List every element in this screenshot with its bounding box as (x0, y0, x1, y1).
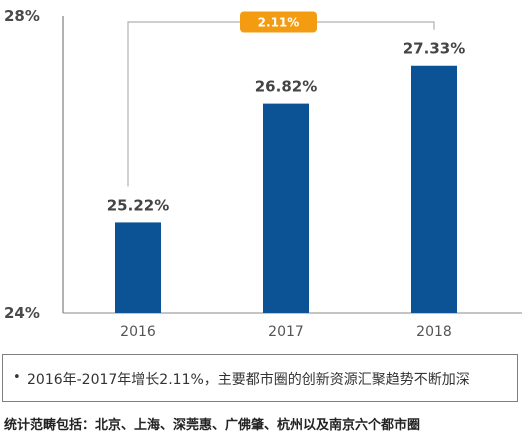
x-tick-label: 2017 (268, 324, 304, 340)
y-tick-label: 28% (4, 7, 40, 25)
bullet-marker: • (13, 370, 21, 385)
bar-value-label: 25.22% (107, 196, 169, 214)
summary-note-box: • 2016年-2017年增长2.11%，主要都市圈的创新资源汇聚趋势不断加深 (2, 354, 518, 402)
x-tick-label: 2016 (120, 324, 156, 340)
y-tick-label: 24% (4, 304, 40, 322)
bar-value-label: 26.82% (255, 78, 317, 96)
annotation-badge-label: 2.11% (258, 16, 300, 30)
summary-note: 2016年-2017年增长2.11%，主要都市圈的创新资源汇聚趋势不断加深 (27, 372, 470, 388)
bar (115, 222, 161, 313)
growth-annotation: 2.11% (127, 11, 435, 187)
bar-value-label: 27.33% (403, 40, 465, 58)
annotation-badge (240, 11, 317, 33)
scope-note: 统计范畴包括：北京、上海、深莞惠、广佛肇、杭州以及南京六个都市圈 (4, 418, 421, 433)
bar (411, 65, 457, 313)
x-tick-label: 2018 (416, 324, 452, 340)
bar (263, 103, 309, 314)
chart-bars: 25.22% 2016 26.82% 2017 27.33% 2018 (107, 40, 465, 340)
bar-chart: 28%24% 2.11% 25.22%201626.82%201727.33%2… (4, 7, 522, 340)
